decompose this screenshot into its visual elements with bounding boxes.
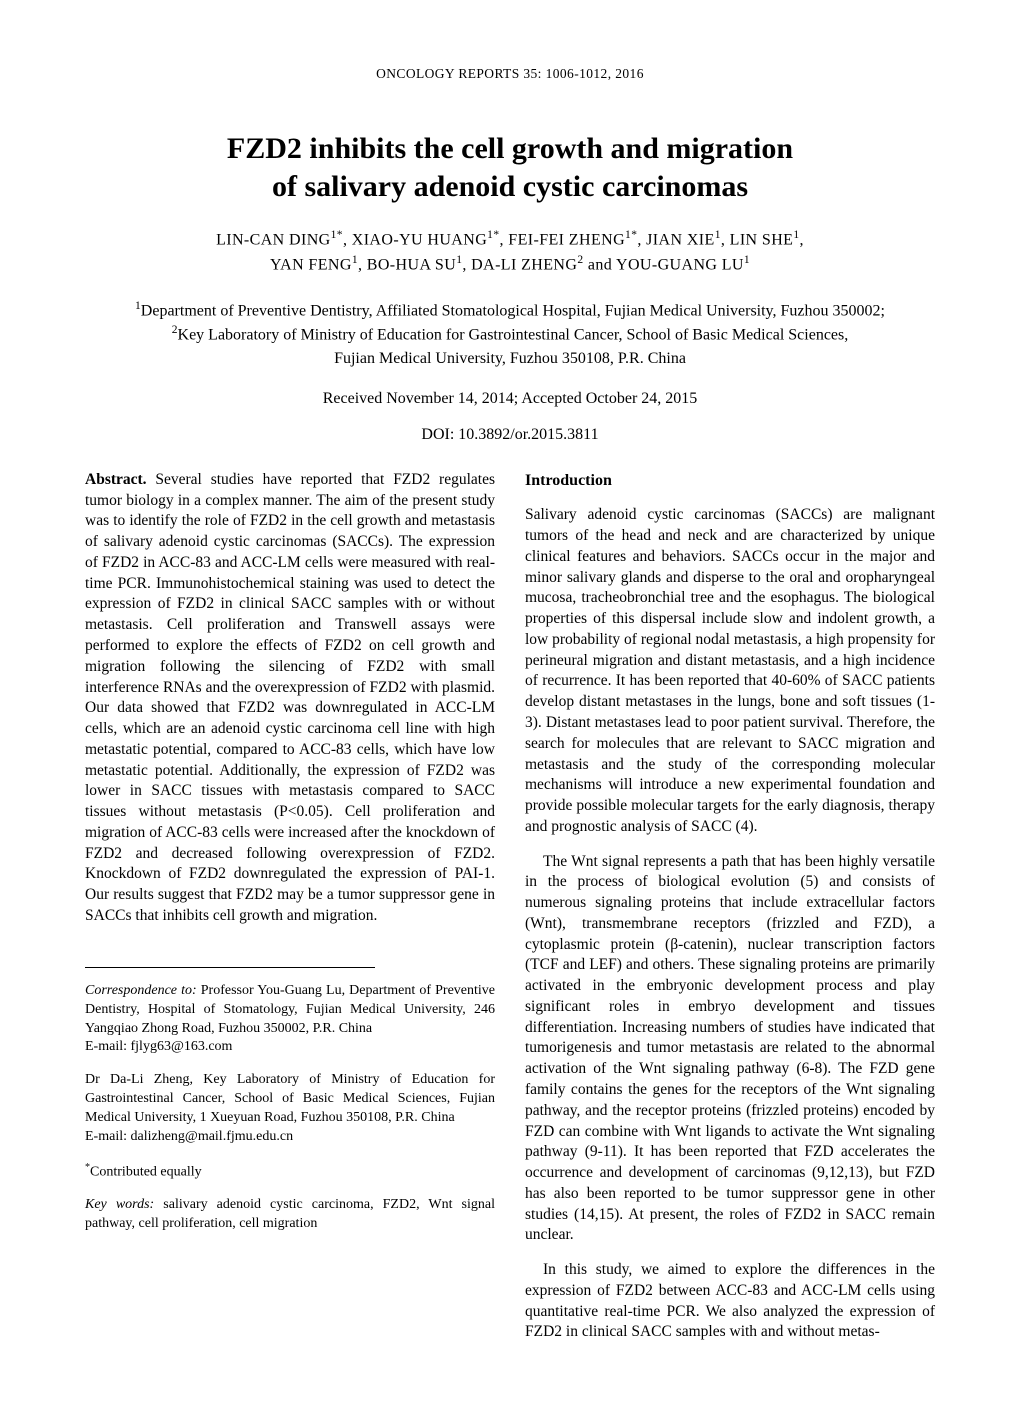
keywords: Key words: salivary adenoid cystic carci…: [85, 1196, 495, 1234]
correspondence-block: Correspondence to: Professor You-Guang L…: [85, 967, 495, 1234]
intro-p2: The Wnt signal represents a path that ha…: [525, 852, 935, 1247]
email-label-2: E-mail:: [85, 1129, 131, 1144]
abstract-label: Abstract.: [85, 471, 147, 488]
abstract-text: Several studies have reported that FZD2 …: [85, 471, 495, 924]
affiliations: 1Department of Preventive Dentistry, Aff…: [85, 298, 935, 370]
article-title: FZD2 inhibits the cell growth and migrat…: [85, 130, 935, 205]
body-columns: Abstract. Several studies have reported …: [85, 470, 935, 1357]
intro-p3: In this study, we aimed to explore the d…: [525, 1260, 935, 1343]
introduction-heading: Introduction: [525, 470, 935, 491]
running-head: ONCOLOGY REPORTS 35: 1006-1012, 2016: [85, 66, 935, 82]
received-accepted: Received November 14, 2014; Accepted Oct…: [85, 390, 935, 408]
contributed-equally: *Contributed equally: [85, 1161, 495, 1183]
correspondence-text-2: Dr Da-Li Zheng, Key Laboratory of Minist…: [85, 1072, 495, 1125]
footer-divider: [85, 967, 375, 968]
title-line-1: FZD2 inhibits the cell growth and migrat…: [227, 132, 793, 165]
email-label-1: E-mail:: [85, 1039, 131, 1054]
email-1: fjlyg63@163.com: [131, 1039, 233, 1054]
correspondence-label: Correspondence to:: [85, 983, 197, 998]
intro-p1: Salivary adenoid cystic carcinomas (SACC…: [525, 505, 935, 837]
email-2: dalizheng@mail.fjmu.edu.cn: [131, 1129, 294, 1144]
correspondence-1: Correspondence to: Professor You-Guang L…: [85, 982, 495, 1058]
contrib-text: Contributed equally: [90, 1165, 202, 1180]
title-line-2: of salivary adenoid cystic carcinomas: [272, 170, 748, 203]
abstract: Abstract. Several studies have reported …: [85, 470, 495, 927]
correspondence-2: Dr Da-Li Zheng, Key Laboratory of Minist…: [85, 1071, 495, 1147]
authors: LIN-CAN DING1*, XIAO-YU HUANG1*, FEI-FEI…: [85, 227, 935, 278]
doi: DOI: 10.3892/or.2015.3811: [85, 426, 935, 444]
keywords-label: Key words:: [85, 1197, 154, 1212]
